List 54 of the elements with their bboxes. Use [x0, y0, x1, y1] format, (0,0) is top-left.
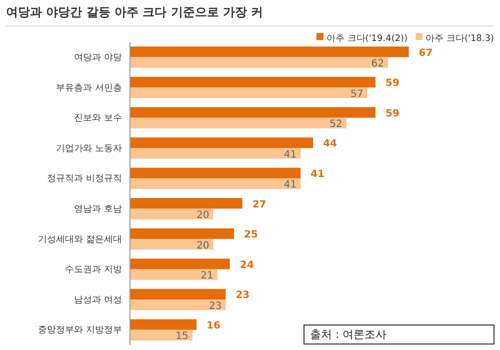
bar — [130, 76, 376, 88]
bar — [130, 46, 409, 58]
bar — [130, 118, 346, 128]
bar — [130, 300, 226, 310]
bar — [130, 319, 197, 330]
legend-label: 아주 크다('18.3) — [426, 34, 494, 44]
bar — [130, 238, 214, 250]
data-label: 16 — [206, 320, 221, 332]
bar — [130, 269, 218, 280]
y-tick-label: 기성세대와 젊은세대 — [38, 234, 122, 245]
data-label: 20 — [196, 210, 210, 221]
bar — [130, 57, 388, 68]
data-label: 21 — [200, 270, 214, 282]
data-label: 25 — [244, 230, 258, 241]
y-tick-label: 여당과 야당 — [74, 53, 122, 64]
bar — [130, 178, 301, 189]
data-label: 41 — [284, 149, 297, 160]
y-tick-label: 부유층과 서민층 — [56, 83, 122, 94]
data-label: 44 — [323, 138, 338, 150]
data-label: 27 — [252, 199, 266, 210]
annotation: 출처 : 여론조사 — [310, 328, 387, 341]
bar — [130, 208, 214, 220]
bar — [130, 168, 301, 178]
y-tick-label: 중앙정부와 지방정부 — [38, 326, 122, 336]
bar — [130, 198, 242, 209]
y-tick-label: 기업가와 노동자 — [56, 144, 122, 154]
legend-label: 아주 크다('19.4(2)) — [326, 34, 408, 44]
bar — [130, 148, 301, 159]
data-label: 41 — [284, 180, 297, 191]
data-label: 41 — [310, 169, 325, 180]
data-label: 20 — [196, 240, 210, 252]
data-label: 67 — [418, 48, 433, 59]
y-tick-label: 영남과 호남 — [74, 204, 122, 215]
bar — [130, 288, 226, 300]
bar — [130, 228, 234, 239]
bar — [130, 258, 230, 270]
y-tick-label: 남성과 여성 — [74, 295, 122, 306]
data-label: 59 — [386, 108, 400, 120]
data-label: 59 — [386, 78, 400, 90]
bar — [130, 137, 314, 148]
data-label: 57 — [350, 88, 364, 100]
bar — [130, 330, 192, 340]
bar — [130, 107, 376, 118]
data-label: 15 — [176, 331, 188, 342]
y-tick-label: 진보와 보수 — [74, 114, 122, 124]
y-tick-label: 정규직과 비정규직 — [47, 174, 122, 184]
bar — [130, 87, 368, 98]
data-label: 23 — [236, 290, 250, 302]
data-label: 24 — [240, 260, 254, 271]
data-label: 62 — [371, 58, 384, 70]
y-tick-label: 수도권과 지방 — [65, 265, 122, 276]
data-label: 23 — [208, 300, 222, 312]
data-label: 52 — [330, 119, 342, 130]
chart-title: 여당과 야당간 갈등 아주 크다 기준으로 가장 커 — [6, 5, 264, 19]
